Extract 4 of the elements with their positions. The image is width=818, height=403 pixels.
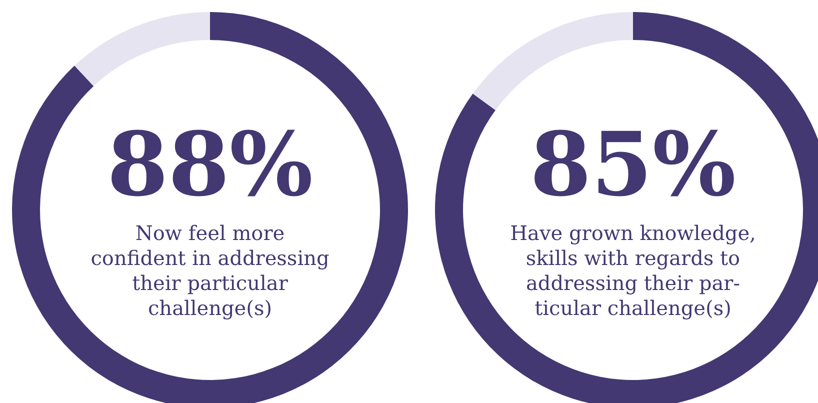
data-label: 88% [106,112,314,216]
data-label: 85% [530,112,736,216]
text: Have grown knowledge, skills with regards to addressing their par- ticular challenge(s) [510,221,756,320]
text: Now feel more confident in addressing their particular challenge(s) [90,221,330,320]
